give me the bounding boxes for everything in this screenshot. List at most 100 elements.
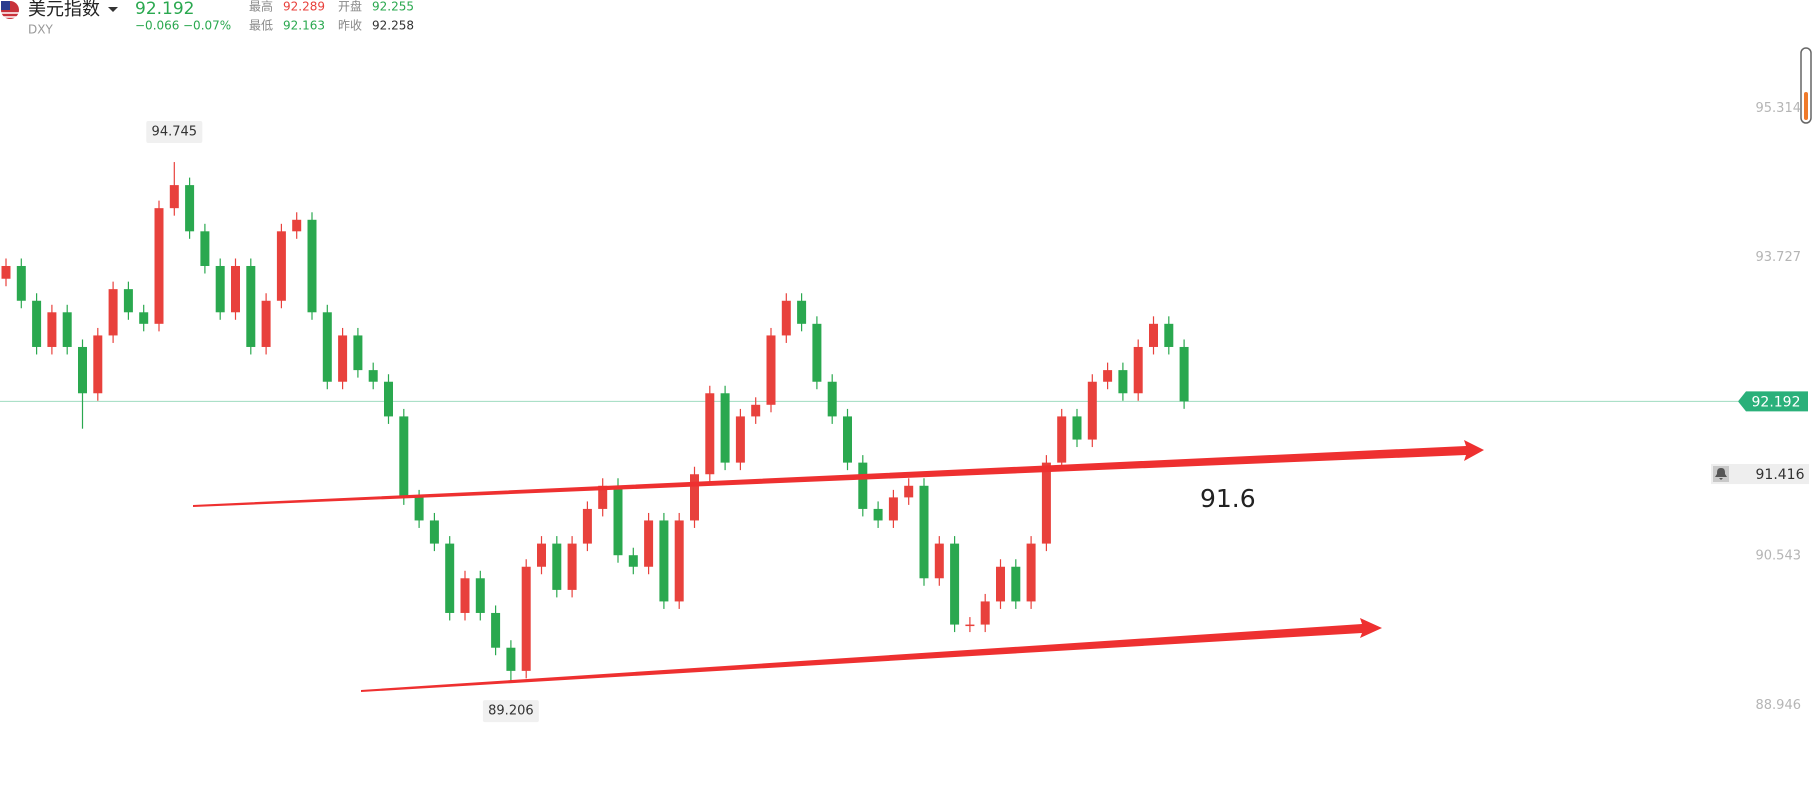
candle-body [1072, 416, 1082, 440]
candle-body [93, 335, 103, 394]
scrollbar-thumb[interactable] [1804, 92, 1808, 120]
candle-body [781, 300, 791, 336]
candle-body [123, 289, 133, 313]
stat-value: 92.163 [283, 19, 325, 33]
candle-body [16, 265, 26, 301]
candle-body [307, 219, 317, 313]
flag-canton [1, 1, 10, 10]
candle-body [582, 508, 592, 544]
candle-body [628, 555, 638, 567]
candle-body [1149, 323, 1158, 347]
candle-body [1133, 346, 1143, 394]
alert-tag [1711, 464, 1809, 485]
price-change: −0.066 [135, 19, 179, 33]
y-tick-label: 95.314 [1756, 101, 1802, 116]
flag-stripes [1, 12, 19, 18]
candle-body [47, 312, 57, 347]
stat-label: 最低 [249, 19, 273, 33]
candle-body [644, 520, 654, 567]
candle-body [843, 416, 852, 463]
extreme-label: 89.206 [488, 704, 534, 719]
candle-body [904, 485, 914, 498]
stat-value: 92.289 [283, 0, 325, 14]
candle-body [1057, 416, 1067, 463]
candle-body [751, 404, 761, 417]
candle-body [521, 566, 531, 671]
candle-body [353, 335, 363, 371]
candle-body [980, 601, 990, 625]
candle-body [368, 370, 378, 382]
y-tick-label: 90.543 [1756, 548, 1802, 563]
extreme-label-box [146, 121, 203, 144]
candle-body [506, 647, 516, 671]
candle-body [919, 485, 929, 579]
annotation: 91.6 [1200, 484, 1256, 513]
candle-body [659, 520, 669, 602]
candle-body [185, 185, 195, 232]
candle-body [169, 185, 179, 209]
candle-body [950, 543, 960, 625]
candle-body [1, 265, 11, 279]
candle-body [690, 474, 699, 521]
candle-body [934, 543, 944, 579]
candle-body [276, 231, 286, 301]
index-name: 美元指数 [28, 0, 100, 20]
candle-body [613, 485, 623, 556]
stat-value: 92.258 [372, 19, 414, 33]
candle-body [1103, 370, 1113, 382]
candle-body [552, 543, 562, 590]
price-change-pct: −0.07% [183, 19, 231, 33]
candle-body [766, 335, 776, 405]
stat-label: 最高 [249, 0, 273, 14]
last-price: 92.192 [135, 0, 194, 19]
candle-body [1026, 543, 1036, 602]
alert-label: 91.416 [1756, 467, 1805, 483]
candle-body [261, 300, 271, 347]
stat-label: 开盘 [338, 0, 362, 14]
candle-body [445, 543, 455, 613]
alert-bell-icon [1715, 468, 1727, 481]
candle-body [598, 485, 608, 509]
candle-body [139, 312, 149, 324]
candle-body [1041, 462, 1051, 544]
candle-body [1011, 566, 1021, 602]
candle-body [154, 208, 164, 324]
trend-arrow[interactable] [193, 440, 1484, 507]
candle-body [567, 543, 577, 590]
plot-area: 95.314 93.727 90.543 88.946 94.745 89.206 92.1… [0, 101, 1809, 723]
candle-body [399, 416, 409, 498]
candle-body [108, 289, 118, 336]
candle-body [62, 312, 72, 347]
candle-body [812, 323, 822, 382]
candle-body [414, 497, 424, 521]
candle-body [491, 612, 501, 648]
candle-body [231, 265, 240, 313]
candle-body [827, 381, 837, 417]
candle-body [200, 231, 210, 266]
scrollbar[interactable] [1800, 47, 1812, 124]
candle-body [32, 300, 42, 347]
header: 美元指数 DXY 92.192 −0.066 −0.07% 最高 92.289 … [1, 0, 414, 37]
extreme-label-box [482, 700, 539, 723]
trend-arrow[interactable] [361, 618, 1382, 692]
dropdown-arrow[interactable] [108, 7, 118, 12]
candle-body [888, 497, 898, 521]
candle-body [965, 624, 975, 627]
candle-body [292, 219, 302, 232]
candle-body [873, 508, 883, 521]
candle-body [246, 265, 256, 347]
candle-body [797, 300, 807, 324]
candle-body [322, 312, 332, 382]
candle-body [460, 578, 470, 613]
candle-body [858, 462, 868, 509]
extreme-label: 94.745 [152, 125, 198, 140]
candle-body [215, 265, 225, 313]
candle-body [1179, 346, 1189, 402]
candle-body [1118, 370, 1128, 394]
candle-body [384, 381, 393, 417]
candle-body [1164, 323, 1174, 347]
price-tag [1738, 391, 1808, 412]
candle-body [475, 578, 485, 613]
